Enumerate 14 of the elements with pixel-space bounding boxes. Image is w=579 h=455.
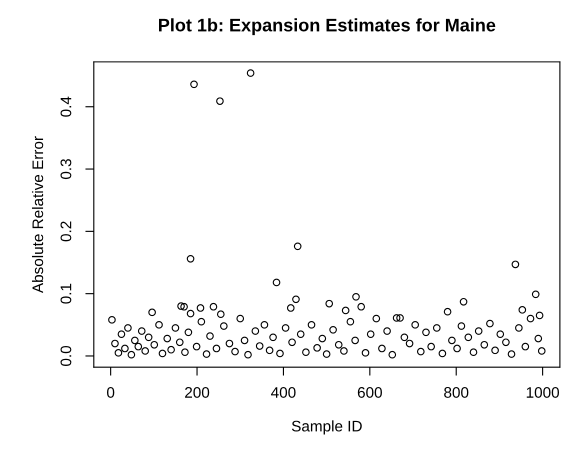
y-axis-title: Absolute Relative Error <box>32 136 44 294</box>
y-tick-label: 0.2 <box>60 222 72 242</box>
x-tick-label: 400 <box>271 387 296 398</box>
chart-title: Plot 1b: Expansion Estimates for Maine <box>159 18 496 36</box>
y-tick-label: 0.3 <box>60 159 72 180</box>
y-tick-label: 0.1 <box>60 284 72 304</box>
x-tick-label: 0 <box>106 387 114 398</box>
x-tick-label: 200 <box>185 387 210 398</box>
y-tick-label: 0.4 <box>60 96 72 117</box>
x-tick-label: 800 <box>444 387 468 398</box>
y-tick-label: 0.0 <box>60 346 72 366</box>
x-tick-label: 1000 <box>526 387 560 398</box>
x-axis-title: Sample ID <box>292 420 362 435</box>
x-tick-label: 600 <box>358 387 382 398</box>
